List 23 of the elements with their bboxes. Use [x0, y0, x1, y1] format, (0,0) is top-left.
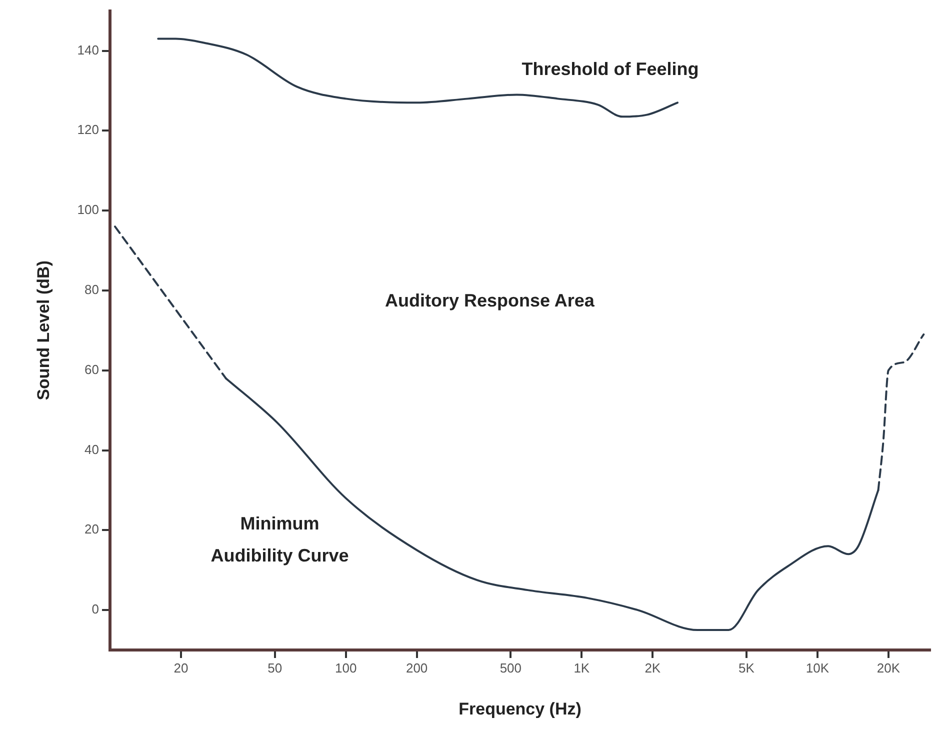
y-tick-label: 120: [77, 122, 99, 138]
x-tick-label: 2K: [644, 660, 661, 676]
x-tick-label: 1K: [574, 660, 590, 676]
y-tick-label: 100: [77, 202, 99, 218]
y-tick-label: 60: [84, 362, 99, 377]
x-tick-label: 200: [406, 660, 428, 676]
x-tick-label: 20: [174, 660, 188, 676]
y-tick-label: 80: [84, 282, 99, 298]
y-tick-label: 0: [92, 602, 99, 617]
annotation: Threshold of Feeling: [522, 59, 699, 80]
y-tick-label: 140: [77, 42, 99, 58]
annotation: Auditory Response Area: [384, 290, 596, 311]
x-tick-label: 20K: [876, 660, 900, 676]
y-tick-label: 20: [84, 522, 99, 537]
x-tick-label: 500: [500, 660, 522, 676]
x-tick-label: 5K: [738, 660, 755, 676]
y-axis-title: Sound Level (dB): [34, 260, 53, 400]
x-tick-label: 100: [334, 660, 357, 676]
y-tick-label: 40: [84, 442, 99, 457]
annotation: Minimum Audibility Curve: [210, 514, 349, 566]
x-axis-title: Frequency (Hz): [458, 699, 582, 718]
x-tick-label: 50: [268, 660, 282, 676]
x-tick-label: 10K: [806, 660, 830, 676]
